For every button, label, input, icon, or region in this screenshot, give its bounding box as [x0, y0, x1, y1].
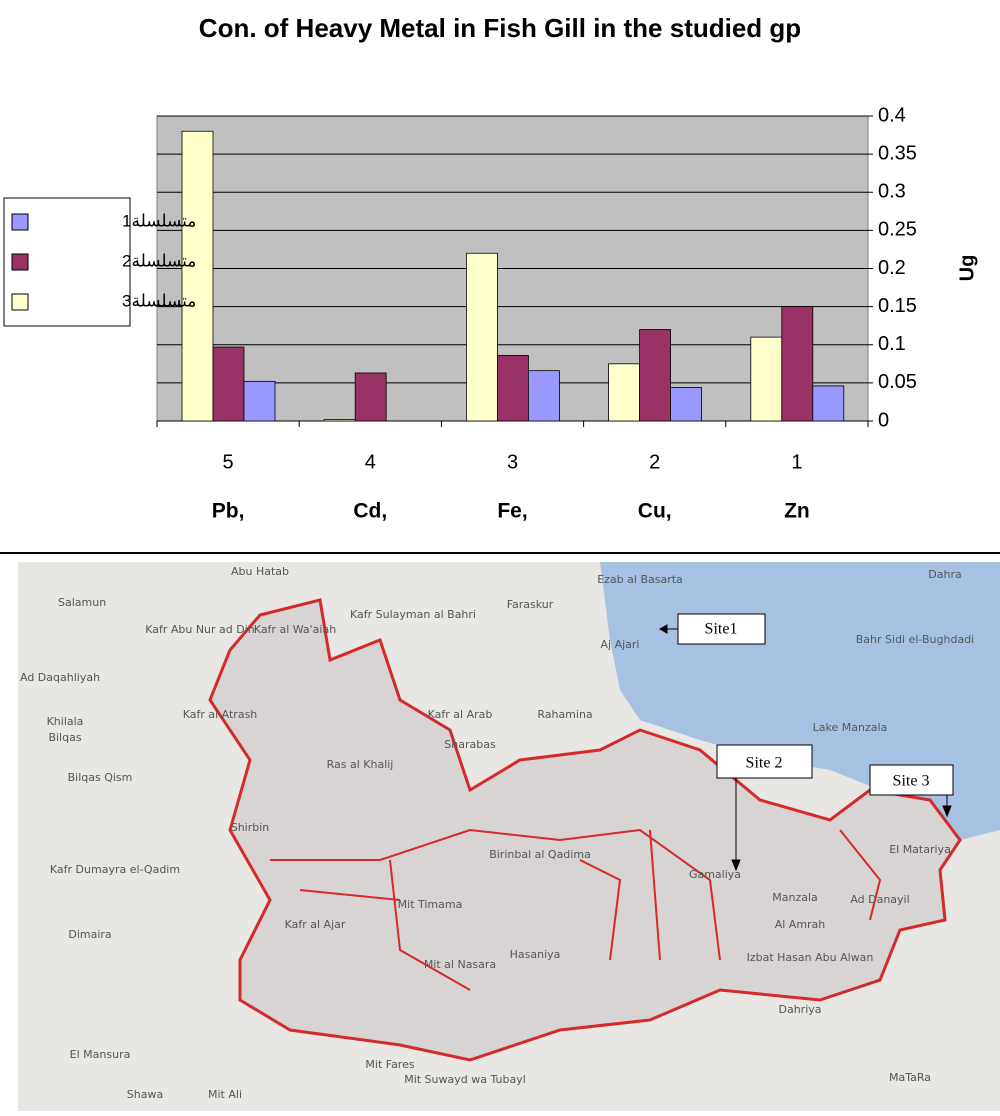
place-label: Shirbin	[231, 821, 270, 834]
place-label: Mit Fares	[365, 1058, 414, 1071]
bar	[670, 387, 702, 422]
place-label: Bilqas Qism	[68, 771, 133, 784]
y-tick-label: 0.25	[878, 219, 917, 241]
region-outline	[208, 598, 962, 1062]
place-label: Ad Daqahliyah	[20, 671, 100, 684]
arrow	[658, 624, 678, 634]
place-label: Lake Manzala	[813, 721, 888, 734]
place-label: Mit Timama	[398, 898, 463, 911]
y-tick-label: 0.3	[878, 181, 906, 203]
place-label: Dahriya	[778, 1003, 821, 1016]
place-label: Khilala	[47, 715, 84, 728]
place-label: Ras al Khalij	[327, 758, 394, 771]
place-label: Salamun	[58, 596, 106, 609]
place-label: Rahamina	[537, 708, 592, 721]
legend-swatch	[11, 293, 29, 311]
y-tick-label: 0.2	[878, 257, 906, 279]
site-label: Site1	[705, 621, 738, 638]
x-tick-label: 5	[223, 451, 234, 473]
place-label: Aj Ajari	[601, 638, 640, 651]
place-label: Manzala	[772, 891, 818, 904]
place-label: Izbat Hasan Abu Alwan	[747, 951, 874, 964]
place-label: Birinbal al Qadima	[489, 848, 591, 861]
place-label: El Matariya	[889, 843, 951, 856]
bar	[639, 329, 671, 422]
site-box	[869, 764, 954, 796]
bar	[608, 363, 640, 422]
legend-label: متسلسلة2	[122, 251, 196, 270]
place-label: Shawa	[127, 1088, 163, 1101]
x-tick-label: 2	[649, 451, 660, 473]
bar	[181, 130, 214, 422]
bar	[528, 370, 560, 422]
bar	[243, 380, 276, 422]
legend-swatch	[11, 213, 29, 231]
bar	[496, 355, 529, 422]
arrow	[942, 795, 952, 818]
y-tick-label: 0	[878, 409, 889, 431]
place-label: Mit al Nasara	[424, 958, 496, 971]
x-sublabel: Zn	[784, 500, 810, 523]
place-label: El Mansura	[70, 1048, 131, 1061]
x-sublabel: Fe,	[497, 500, 527, 523]
place-label: Kafr al Arab	[428, 708, 493, 721]
legend-label: متسلسلة1	[122, 211, 196, 230]
place-label: Gamaliya	[689, 868, 741, 881]
legend-swatch	[11, 253, 29, 271]
chart-title: Con. of Heavy Metal in Fish Gill in the …	[199, 13, 801, 43]
x-sublabel: Cd,	[353, 500, 387, 523]
y-tick-label: 0.15	[878, 295, 917, 317]
region-borders	[270, 828, 882, 991]
place-label: Sharabas	[444, 738, 496, 751]
place-label: Ad Danayil	[850, 893, 909, 906]
x-sublabel: Cu,	[638, 500, 672, 523]
place-label: Kafr al Wa'aiah	[254, 623, 336, 636]
x-sublabel: Pb,	[212, 500, 245, 523]
x-tick-label: 4	[365, 451, 376, 473]
x-tick-label: 1	[791, 451, 802, 473]
chart: 0 0.05 0.1 0.15 0.2 0.25 0.3 0.35 0.4 5 Pb, 4 Cd, 3 Fe…	[156, 104, 917, 523]
site-box	[677, 613, 766, 645]
site-box	[716, 744, 813, 779]
place-label: Dahra	[928, 568, 961, 581]
bar	[354, 372, 387, 422]
place-label: Dimaira	[68, 928, 111, 941]
y-tick-label: 0.1	[878, 333, 906, 355]
place-label: Mit Ali	[208, 1088, 242, 1101]
place-label: Abu Hatab	[231, 565, 289, 578]
y-tick-label: 0.35	[878, 142, 917, 164]
place-label: Faraskur	[507, 598, 554, 611]
place-label: Kafr Dumayra el-Qadim	[50, 863, 180, 876]
place-label: Mit Suwayd wa Tubayl	[404, 1073, 526, 1086]
arrow	[731, 778, 741, 872]
y-tick-label: 0.4	[878, 104, 906, 126]
site-label: Site 2	[746, 755, 783, 772]
place-label: Al Amrah	[775, 918, 826, 931]
bar	[812, 385, 845, 422]
y-axis-label: Ug	[956, 255, 978, 282]
place-label: Ezab al Basarta	[597, 573, 683, 586]
place-label: MaTaRa	[889, 1071, 931, 1084]
place-label: Kafr Abu Nur ad Din	[145, 623, 255, 636]
place-label: Bahr Sidi el-Bughdadi	[856, 633, 975, 646]
legend-label: متسلسلة3	[122, 291, 196, 310]
site-label: Site 3	[893, 773, 930, 790]
bar	[212, 346, 245, 422]
place-label: Hasaniya	[510, 948, 561, 961]
bar	[465, 252, 498, 422]
bar	[750, 336, 783, 422]
place-label: Bilqas	[48, 731, 81, 744]
map: Abu Hatab Salamun Kafr Abu Nur ad Din Ka…	[18, 562, 1000, 1111]
x-tick-label: 3	[507, 451, 518, 473]
place-label: Kafr Sulayman al Bahri	[350, 608, 476, 621]
y-tick-label: 0.05	[878, 371, 917, 393]
place-label: Kafr al Atrash	[183, 708, 258, 721]
bar	[781, 306, 814, 422]
place-label: Kafr al Ajar	[285, 918, 346, 931]
bar	[323, 419, 356, 422]
